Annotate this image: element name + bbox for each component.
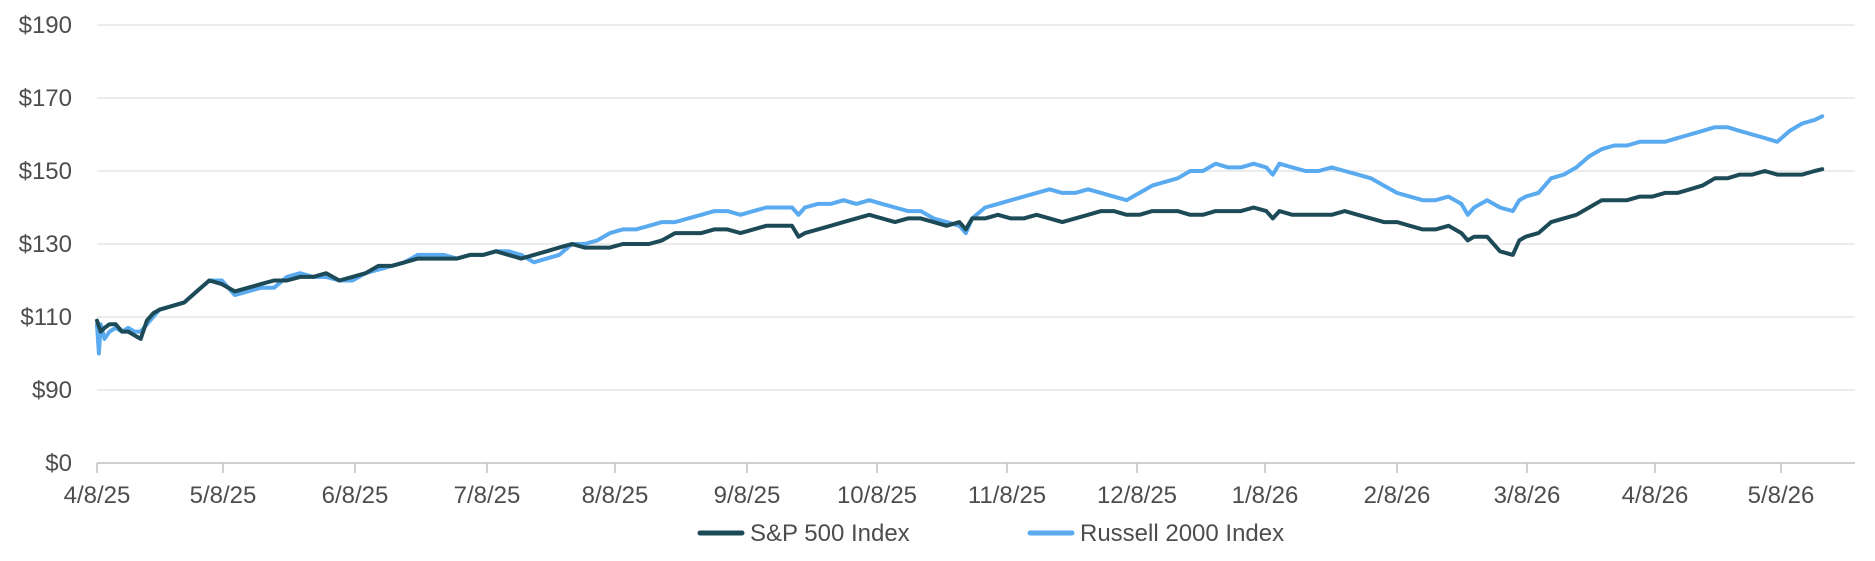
x-tick-label: 12/8/25 [1097,482,1177,509]
legend-label-russell2000: Russell 2000 Index [1080,520,1284,547]
y-tick-label: $170 [19,85,72,112]
x-tick-label: 9/8/25 [714,482,781,509]
x-tick-label: 6/8/25 [322,482,389,509]
y-tick-label: $0 [45,450,72,477]
x-tick-label: 1/8/26 [1232,482,1299,509]
x-tick-label: 7/8/25 [454,482,521,509]
y-tick-label: $150 [19,158,72,185]
x-tick-label: 2/8/26 [1364,482,1431,509]
series-lines [95,114,1825,356]
y-tick-label: $110 [20,304,72,331]
y-tick-label: $90 [32,377,72,404]
x-tick-label: 11/8/25 [968,482,1046,509]
x-tick-label: 4/8/25 [64,482,131,509]
x-axis: 4/8/25 5/8/25 6/8/25 7/8/25 8/8/25 9/8/25 10/8… [64,463,1815,509]
series-line-sp500 [95,167,1825,341]
x-tick-label: 4/8/26 [1622,482,1689,509]
x-tick-label: 10/8/25 [837,482,917,509]
x-tick-label: 5/8/26 [1748,482,1815,509]
legend-label-sp500: S&P 500 Index [750,520,910,547]
legend: S&P 500 Index Russell 2000 Index [697,520,1284,547]
x-tick-label: 8/8/25 [582,482,649,509]
y-axis: $0 $90 $110 $130 $150 $170 $190 [19,12,72,477]
y-tick-label: $190 [19,12,72,39]
x-tick-label: 5/8/25 [190,482,257,509]
gridlines [97,24,1855,464]
x-tick-label: 3/8/26 [1494,482,1561,509]
series-line-russell2000 [95,114,1825,356]
y-tick-label: $130 [19,231,72,258]
